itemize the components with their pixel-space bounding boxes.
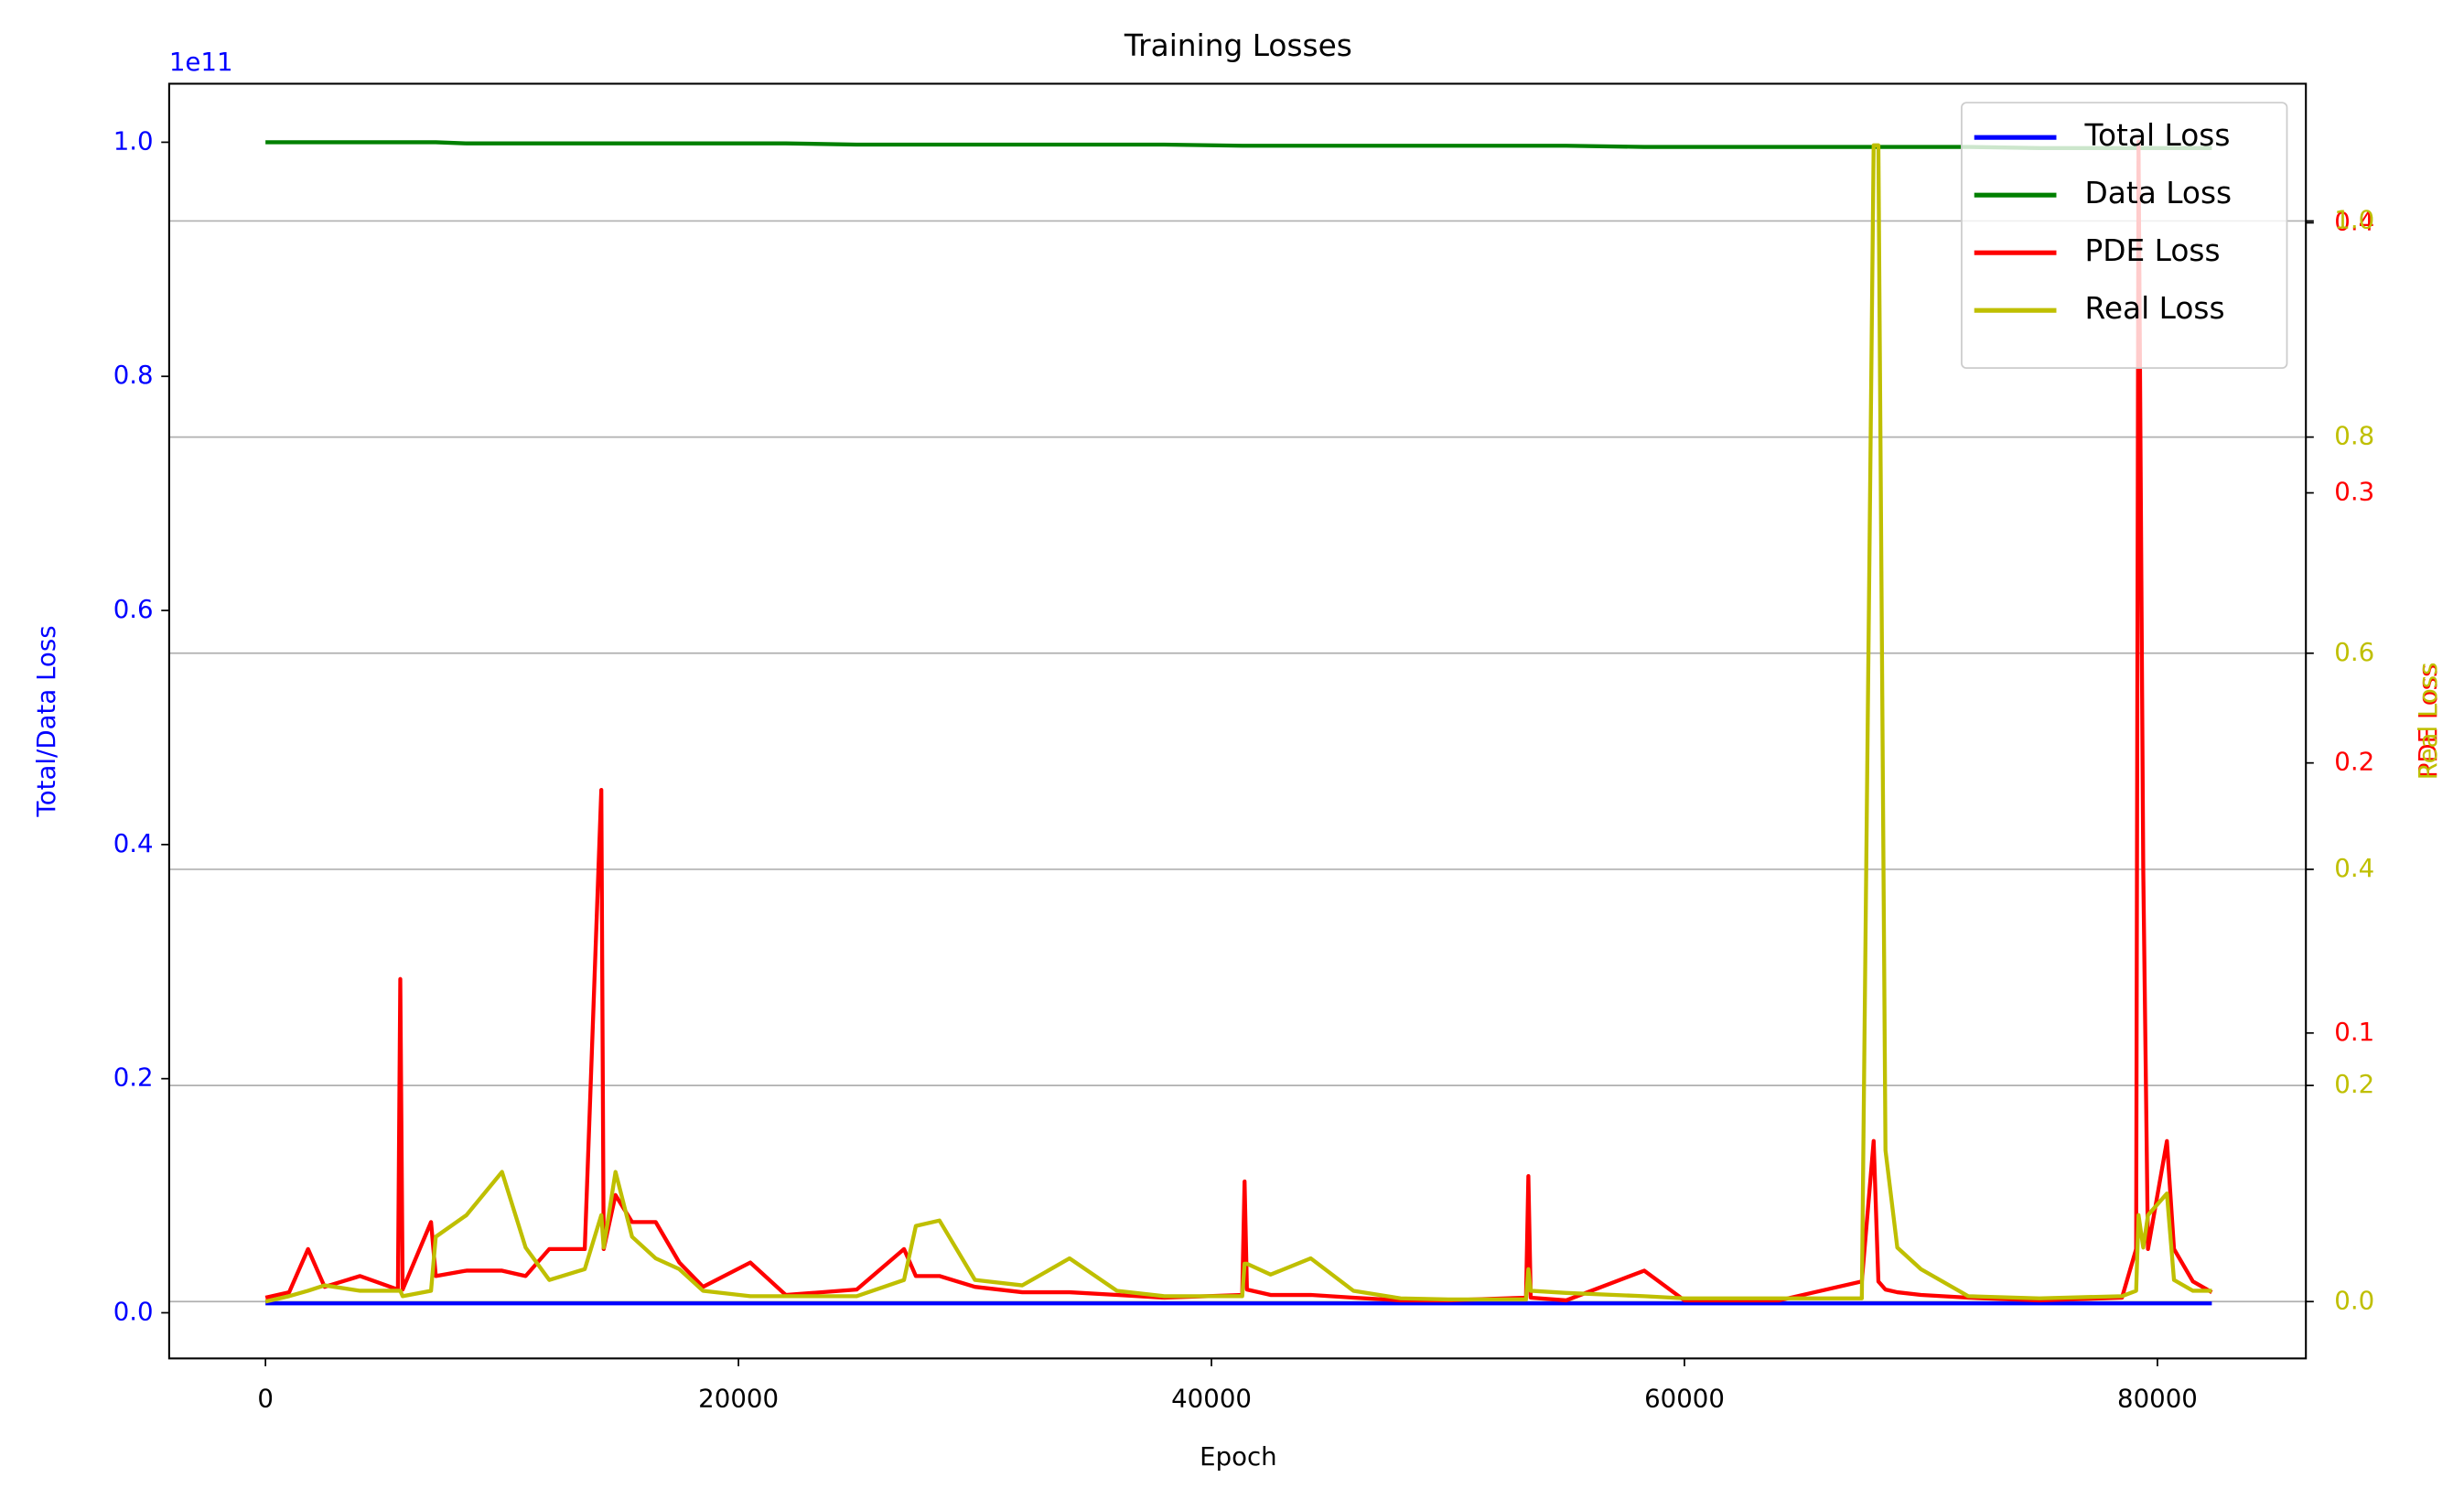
y-tick-label: 0.6 <box>113 594 154 624</box>
legend-label: PDE Loss <box>2085 233 2221 268</box>
x-tick-label: 60000 <box>1644 1383 1725 1413</box>
y-tick-label: 0.8 <box>2334 421 2374 451</box>
x-tick-label: 40000 <box>1171 1383 1252 1413</box>
legend-box <box>1961 102 2288 370</box>
legend-label: Data Loss <box>2085 176 2233 210</box>
y-tick-label: 0.6 <box>2334 637 2374 667</box>
chart-title: Training Losses <box>1124 28 1352 63</box>
series-line <box>264 143 2212 1304</box>
legend-label: Total Loss <box>2084 118 2231 153</box>
x-tick-label: 20000 <box>698 1383 779 1413</box>
series-line <box>264 139 2213 1303</box>
y-tick-label: 0.2 <box>2334 747 2374 777</box>
series-line <box>265 140 2212 150</box>
y-axis-label: PDE Loss <box>2413 664 2443 779</box>
y-tick-label: 0.1 <box>2334 1017 2374 1047</box>
y-tick-label: 0.0 <box>2334 1285 2374 1315</box>
y-tick-label: 0.4 <box>113 828 154 858</box>
y-tick-label: 0.8 <box>113 360 154 390</box>
y-tick-label: 0.0 <box>113 1296 154 1326</box>
y-tick-label: 1.0 <box>113 125 154 156</box>
y-tick-label: 0.4 <box>2334 206 2374 236</box>
y-axis-label: Total/Data Loss <box>31 625 61 817</box>
x-axis-label: Epoch <box>1200 1441 1277 1472</box>
y-axis-label: Real Loss <box>2413 663 2443 781</box>
y-tick-label: 1.0 <box>2334 204 2374 234</box>
y-offset-label: 1e11 <box>169 47 233 77</box>
y-tick-label: 0.2 <box>113 1062 154 1093</box>
x-tick-label: 0 <box>257 1383 274 1413</box>
y-tick-label: 0.2 <box>2334 1069 2374 1099</box>
y-tick-label: 0.3 <box>2334 477 2374 507</box>
legend-label: Real Loss <box>2085 291 2225 326</box>
plot-frame <box>167 82 2308 1360</box>
x-tick-label: 80000 <box>2117 1383 2198 1413</box>
y-tick-label: 0.4 <box>2334 853 2374 883</box>
